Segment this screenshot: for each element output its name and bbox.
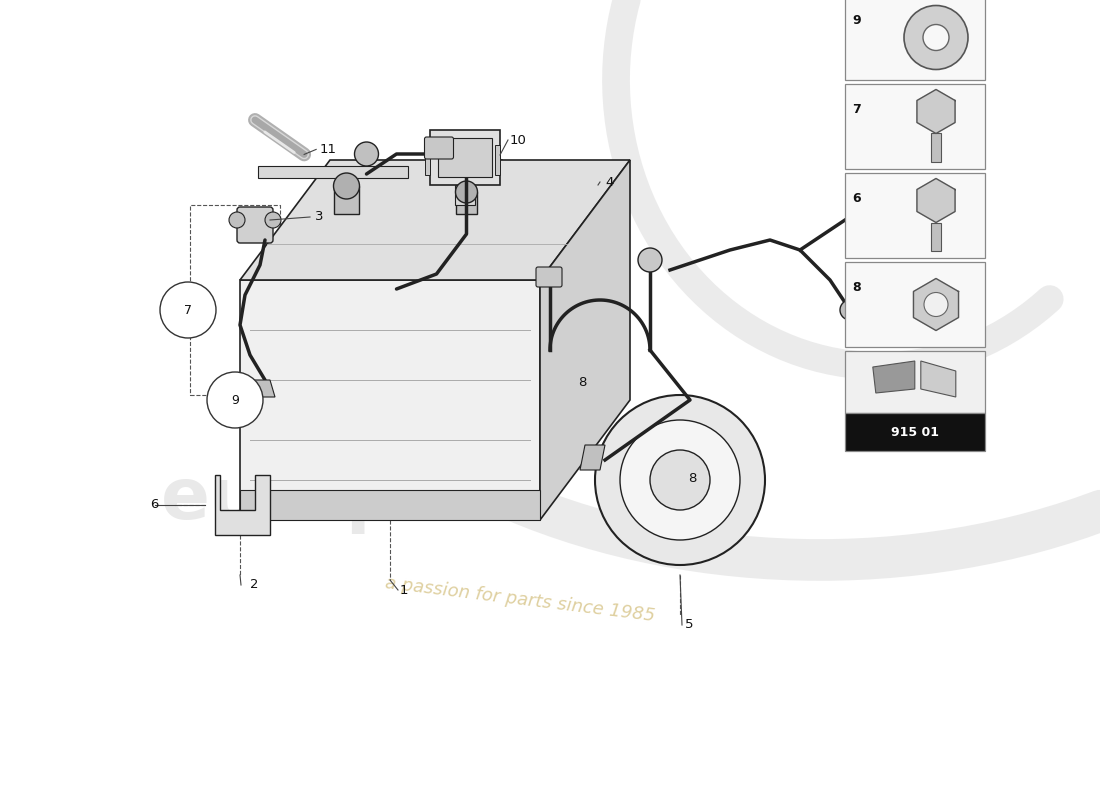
Text: 1: 1 <box>400 583 408 597</box>
Text: a passion for parts since 1985: a passion for parts since 1985 <box>384 574 656 626</box>
Polygon shape <box>456 192 476 214</box>
FancyBboxPatch shape <box>536 267 562 287</box>
FancyBboxPatch shape <box>236 207 273 243</box>
Circle shape <box>229 212 245 228</box>
Circle shape <box>620 420 740 540</box>
Polygon shape <box>240 160 630 280</box>
Bar <box>845 84 984 169</box>
FancyBboxPatch shape <box>864 210 886 230</box>
Text: 7: 7 <box>852 102 860 116</box>
Polygon shape <box>540 160 630 520</box>
Bar <box>845 262 984 347</box>
Polygon shape <box>425 145 430 175</box>
Polygon shape <box>921 361 956 397</box>
Circle shape <box>923 25 949 50</box>
Circle shape <box>840 300 860 320</box>
Polygon shape <box>917 90 955 134</box>
Polygon shape <box>258 166 408 178</box>
Text: europ: europ <box>162 466 398 534</box>
Circle shape <box>333 173 360 199</box>
Circle shape <box>638 248 662 272</box>
Polygon shape <box>913 278 958 330</box>
Text: 9: 9 <box>852 14 860 26</box>
Polygon shape <box>430 130 500 185</box>
Circle shape <box>904 6 968 70</box>
Text: 4: 4 <box>605 175 614 189</box>
Text: 8: 8 <box>688 471 696 485</box>
Text: 9: 9 <box>231 394 239 406</box>
Polygon shape <box>438 138 492 177</box>
Text: 915 01: 915 01 <box>891 426 939 438</box>
Text: 11: 11 <box>319 143 337 156</box>
Circle shape <box>455 181 477 203</box>
Text: 2: 2 <box>250 578 258 591</box>
Bar <box>845 413 984 451</box>
Bar <box>845 173 984 258</box>
Bar <box>931 134 940 162</box>
Text: 10: 10 <box>510 134 527 146</box>
Circle shape <box>595 395 764 565</box>
Bar <box>845 0 984 80</box>
Text: 8: 8 <box>578 375 586 389</box>
Circle shape <box>650 450 710 510</box>
Polygon shape <box>580 445 605 470</box>
Text: 6: 6 <box>852 192 860 205</box>
Polygon shape <box>334 186 359 214</box>
Text: 5: 5 <box>685 618 693 631</box>
Polygon shape <box>240 490 540 520</box>
Circle shape <box>207 372 263 428</box>
Circle shape <box>924 293 948 317</box>
Circle shape <box>354 142 378 166</box>
Polygon shape <box>214 475 270 535</box>
Bar <box>845 351 984 413</box>
Polygon shape <box>495 145 500 175</box>
Polygon shape <box>240 280 540 520</box>
Circle shape <box>265 212 280 228</box>
Polygon shape <box>455 185 475 205</box>
Text: 7: 7 <box>184 303 192 317</box>
Circle shape <box>160 282 216 338</box>
Text: 8: 8 <box>852 281 860 294</box>
Polygon shape <box>872 361 915 393</box>
Text: 3: 3 <box>315 210 323 223</box>
Polygon shape <box>245 380 275 397</box>
FancyBboxPatch shape <box>425 137 453 159</box>
Text: 6: 6 <box>150 498 158 511</box>
Polygon shape <box>917 178 955 222</box>
Bar <box>931 222 940 250</box>
